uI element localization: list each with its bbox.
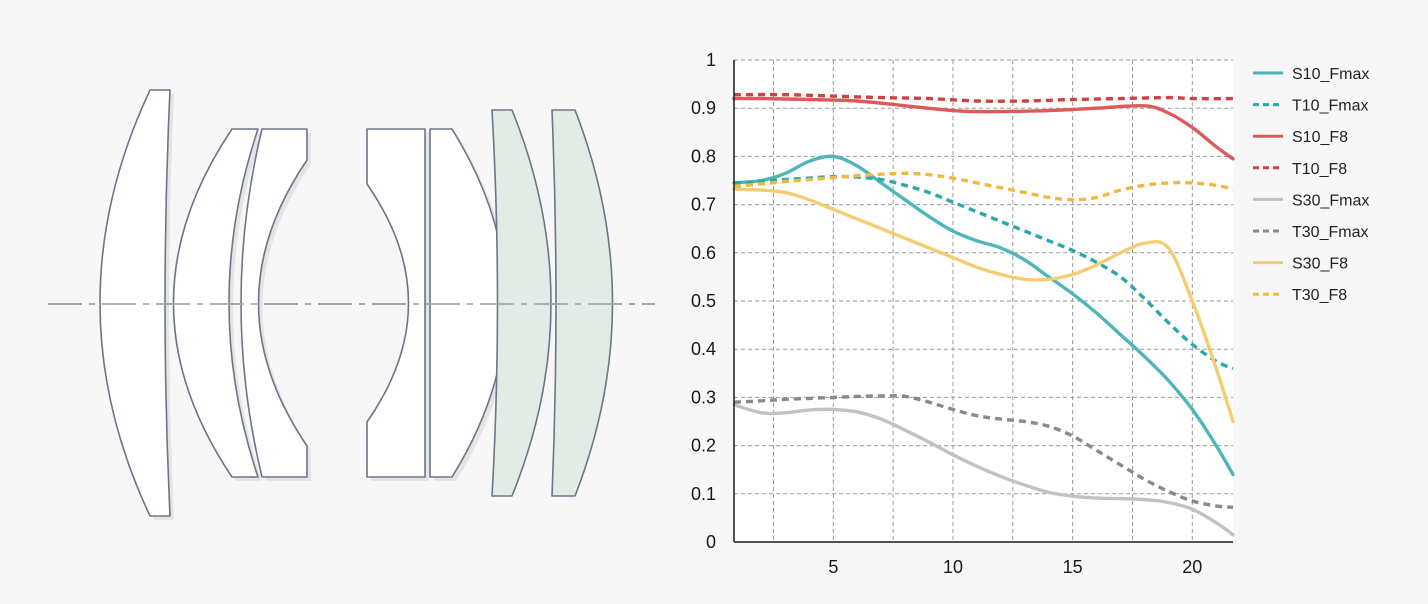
lens-construction-diagram: [48, 89, 655, 520]
x-tick-label: 10: [943, 557, 963, 577]
y-tick-label: 0.2: [691, 436, 716, 456]
legend-item-s10-f8: S10_F8: [1253, 129, 1348, 146]
mtf-chart: 0 0.1 0.2 0.3 0.4 0.5 0.6 0.7 0.8 0.9 1 5 10 15 20 S1…: [691, 50, 1369, 577]
y-tick-label: 0.4: [691, 339, 716, 359]
lens-element-7-ed: [551, 109, 614, 497]
legend-item-s10-fmax: S10_Fmax: [1253, 66, 1369, 83]
legend-label: S30_Fmax: [1292, 192, 1369, 209]
series-line-t30-f8: [733, 171, 1234, 202]
y-tick-label: 0.1: [691, 484, 716, 504]
series-line-s30-f8: [732, 187, 1235, 424]
legend-label: T10_F8: [1292, 161, 1347, 178]
legend: S10_Fmax T10_Fmax S10_F8 T10_F8 S30_Fmax T30_…: [1253, 66, 1369, 304]
axes: [733, 60, 1233, 543]
lens-element-3: [240, 128, 308, 478]
legend-label: S30_F8: [1292, 256, 1348, 273]
legend-item-t10-f8: T10_F8: [1253, 161, 1347, 178]
legend-label: T30_Fmax: [1292, 224, 1368, 241]
lens-element-4: [366, 128, 426, 478]
legend-label: T30_F8: [1292, 287, 1347, 304]
y-tick-label: 1: [706, 50, 716, 70]
legend-label: T10_Fmax: [1292, 98, 1368, 115]
x-tick-label: 5: [828, 557, 838, 577]
series-group: [732, 92, 1235, 537]
legend-item-t30-fmax: T30_Fmax: [1253, 224, 1368, 241]
series-line-t30-fmax: [733, 394, 1234, 509]
series-line-s30-fmax: [732, 402, 1235, 537]
y-tick-label: 0.6: [691, 243, 716, 263]
x-tick-label: 20: [1182, 557, 1202, 577]
y-tick-labels: 0 0.1 0.2 0.3 0.4 0.5 0.6 0.7 0.8 0.9 1: [691, 50, 716, 552]
legend-label: S10_Fmax: [1292, 66, 1369, 83]
y-tick-label: 0.9: [691, 98, 716, 118]
series-line-t10-f8: [733, 92, 1234, 103]
legend-item-s30-f8: S30_F8: [1253, 256, 1348, 273]
y-tick-label: 0.8: [691, 146, 716, 166]
series-line-s10-fmax: [732, 154, 1235, 477]
y-tick-label: 0: [706, 532, 716, 552]
legend-item-t30-f8: T30_F8: [1253, 287, 1347, 304]
legend-label: S10_F8: [1292, 129, 1348, 146]
legend-item-t10-fmax: T10_Fmax: [1253, 98, 1368, 115]
y-tick-label: 0.5: [691, 291, 716, 311]
legend-item-s30-fmax: S30_Fmax: [1253, 192, 1369, 209]
grid: [734, 59, 1233, 542]
series-line-s10-f8: [732, 96, 1235, 161]
x-tick-labels: 5 10 15 20: [828, 557, 1202, 577]
y-tick-label: 0.3: [691, 387, 716, 407]
y-tick-label: 0.7: [691, 195, 716, 215]
x-tick-label: 15: [1063, 557, 1083, 577]
